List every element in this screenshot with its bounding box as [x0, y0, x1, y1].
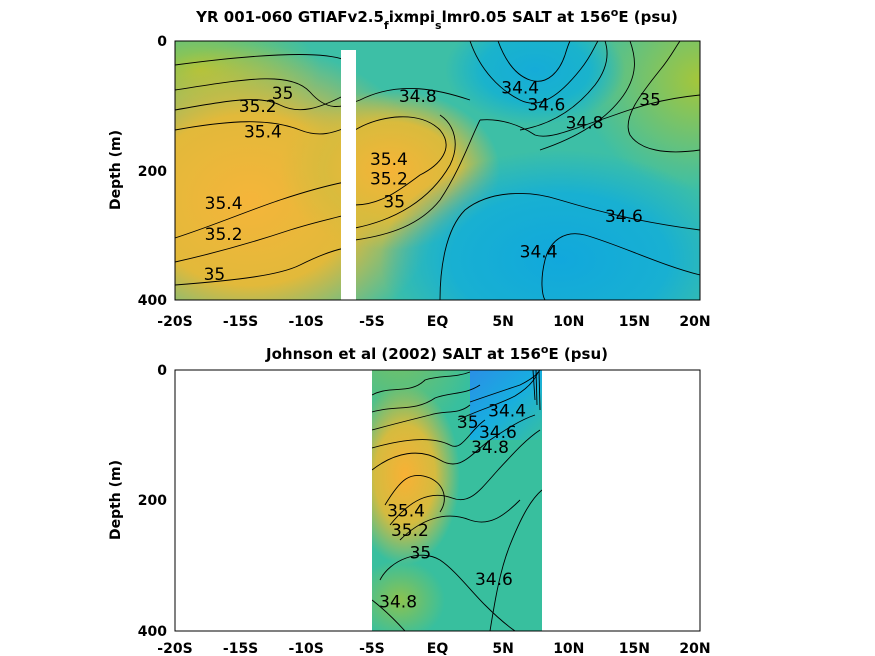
contour-label: 34.8	[399, 87, 437, 107]
contour-label: 34.8	[471, 438, 509, 458]
x-tick-label: 10N	[553, 641, 584, 656]
contour-label: 34.6	[475, 570, 513, 590]
contour-label: 35	[457, 413, 479, 433]
x-tick-label: EQ	[427, 314, 449, 330]
contour-label: 34.4	[488, 402, 526, 422]
plot-frame	[174, 369, 701, 632]
contour-lines	[372, 370, 542, 631]
x-tick-label: 5N	[492, 641, 513, 656]
contour-label: 34.8	[379, 593, 417, 613]
plot-frame	[174, 40, 701, 301]
contour-label: 35.2	[391, 521, 429, 541]
contour-label: 35	[383, 193, 405, 213]
contour-label: 35.4	[370, 150, 408, 170]
y-tick-label: 200	[138, 164, 167, 180]
x-tick-label: -10S	[289, 641, 324, 656]
contour-label: 35.2	[205, 225, 243, 245]
contour-label: 34.4	[520, 242, 558, 262]
contour-label: 34.8	[566, 114, 604, 134]
y-tick-label: 200	[138, 493, 167, 509]
x-tick-label: -5S	[359, 641, 385, 656]
contour-label: 35.2	[370, 169, 408, 189]
data-gap-bar	[341, 50, 356, 300]
bottom-panel: Johnson et al (2002) SALT at 156oE (psu)	[108, 343, 711, 656]
contour-label: 35.2	[239, 97, 277, 117]
contour-lines	[175, 41, 700, 300]
x-tick-label: 15N	[619, 641, 650, 656]
contour-label: 34.6	[605, 207, 643, 227]
contour-label: 35.4	[205, 194, 243, 214]
contour-label: 34.6	[527, 96, 565, 116]
x-tick-label: -20S	[157, 314, 192, 330]
y-axis-label: Depth (m)	[108, 130, 124, 210]
x-tick-label: -15S	[223, 641, 258, 656]
contour-label: 35	[639, 90, 661, 110]
contour-label: 34.6	[479, 423, 517, 443]
contour-label: 35	[272, 84, 294, 104]
contour-label: 35.4	[244, 123, 282, 143]
y-tick-label: 400	[138, 624, 167, 640]
x-axis: -20S -15S -10S -5S EQ 5N 10N 15N 20N	[157, 641, 710, 656]
contour-label: 35.4	[387, 501, 425, 521]
y-axis: 0 200 400 Depth (m)	[108, 34, 167, 309]
x-tick-label: -20S	[157, 641, 192, 656]
x-tick-label: -15S	[223, 314, 258, 330]
x-tick-label: 20N	[679, 314, 710, 330]
y-tick-label: 400	[138, 293, 167, 309]
y-tick-label: 0	[157, 34, 167, 50]
x-tick-label: 5N	[492, 314, 513, 330]
x-tick-label: -5S	[359, 314, 385, 330]
contour-label: 35	[204, 265, 226, 285]
x-axis: -20S -15S -10S -5S EQ 5N 10N 15N 20N	[157, 314, 710, 330]
x-tick-label: 20N	[679, 641, 710, 656]
salinity-field	[175, 41, 700, 300]
x-tick-label: 15N	[619, 314, 650, 330]
x-tick-label: EQ	[427, 641, 449, 656]
y-axis: 0 200 400 Depth (m)	[108, 363, 167, 640]
contour-label: 34.4	[501, 79, 539, 99]
x-tick-label: -10S	[289, 314, 324, 330]
y-tick-label: 0	[157, 363, 167, 379]
chart-title: Johnson et al (2002) SALT at 156oE (psu)	[265, 343, 608, 364]
chart-title: YR 001-060 GTIAFv2.5fixmpislmr0.05 SALT …	[195, 6, 678, 32]
y-axis-label: Depth (m)	[108, 460, 124, 540]
contour-label: 35	[410, 544, 432, 564]
x-tick-label: 10N	[553, 314, 584, 330]
top-panel: YR 001-060 GTIAFv2.5fixmpislmr0.05 SALT …	[108, 6, 711, 331]
